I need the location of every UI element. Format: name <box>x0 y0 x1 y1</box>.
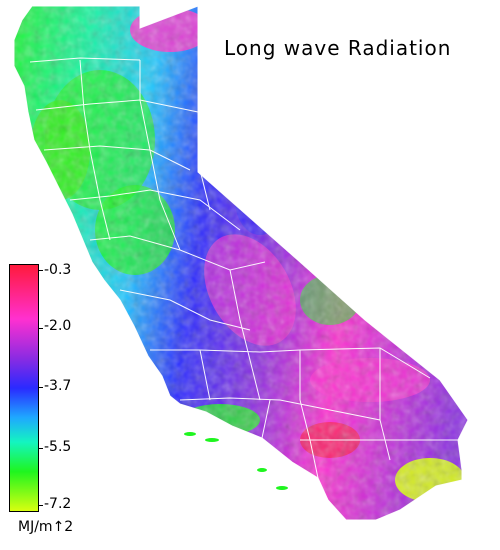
county-boundaries <box>13 5 469 521</box>
legend-units: MJ/m↑2 <box>18 519 74 535</box>
legend-tick-label: -5.5 <box>44 439 72 455</box>
legend-tick-label: -3.7 <box>44 378 72 394</box>
map-title: Long wave Radiation <box>224 36 452 60</box>
legend-tick-label: -2.0 <box>44 318 72 334</box>
legend-tick-label: -0.3 <box>44 262 72 278</box>
legend-tick-mark <box>38 505 43 506</box>
channel-islands <box>184 432 288 490</box>
legend-tick-mark <box>38 448 43 449</box>
legend-tick-mark <box>38 270 43 271</box>
legend-tick-label: -7.2 <box>44 496 72 512</box>
legend-tick-mark <box>38 328 43 329</box>
legend-colorbar <box>9 264 39 512</box>
legend-tick-mark <box>38 387 43 388</box>
